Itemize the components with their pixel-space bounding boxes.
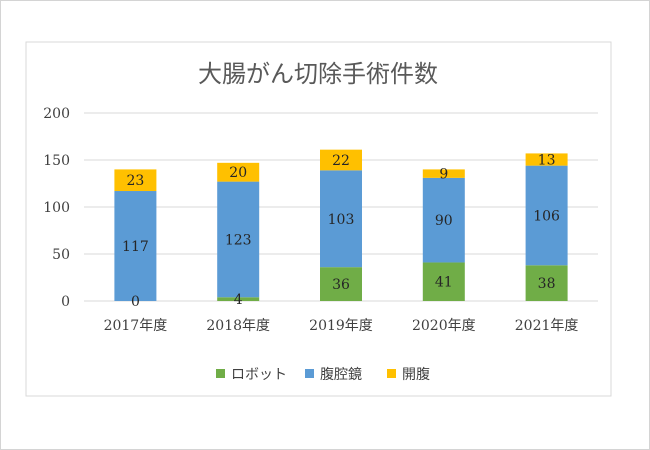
bar-segment [525, 153, 568, 166]
bar-segment [525, 265, 568, 301]
data-label: 4 [234, 292, 243, 308]
legend-label: ロボット [231, 367, 287, 383]
x-tick-label: 2017年度 [104, 318, 168, 334]
bar-segment [422, 169, 465, 178]
bar-segment [114, 169, 157, 192]
data-label: 117 [122, 239, 149, 255]
data-label: 36 [332, 277, 350, 293]
data-label: 0 [131, 294, 140, 310]
y-tick-label: 50 [52, 247, 70, 263]
data-label: 22 [332, 153, 350, 169]
data-label: 90 [435, 213, 453, 229]
x-axis-ticks: 2017年度 2018年度 2019年度 2020年度 2021年度 [104, 318, 579, 334]
data-label: 41 [435, 275, 453, 291]
data-label: 38 [538, 276, 556, 292]
bar-segment [320, 170, 362, 268]
bar-segment [422, 177, 465, 263]
bar-segment [422, 262, 465, 301]
y-tick-label: 150 [43, 153, 70, 169]
legend-label: 開腹 [402, 366, 430, 383]
chart-area [25, 41, 612, 397]
data-label: 13 [538, 153, 556, 169]
y-tick-label: 100 [43, 200, 70, 216]
data-label: 23 [126, 173, 144, 189]
data-label: 9 [439, 167, 448, 183]
legend-swatch [305, 369, 314, 378]
bar-segment [525, 165, 568, 266]
x-tick-label: 2019年度 [309, 318, 373, 334]
chart-title: 大腸がん切除手術件数 [198, 60, 438, 88]
bar-segment [217, 297, 260, 301]
y-axis-ticks: 0 50 100 150 200 [43, 106, 70, 310]
bar-segment [320, 267, 362, 301]
bar-segment [320, 149, 362, 171]
legend: ロボット 腹腔鏡 開腹 [216, 366, 430, 383]
x-tick-label: 2021年度 [515, 318, 579, 334]
y-tick-label: 0 [61, 294, 70, 310]
x-tick-label: 2018年度 [206, 318, 270, 334]
legend-swatch [216, 369, 225, 378]
data-label: 103 [328, 212, 355, 228]
bar-series [114, 149, 568, 301]
legend-swatch [387, 369, 396, 378]
bar-segment [217, 181, 260, 298]
data-label: 123 [225, 232, 252, 248]
bar-segment [114, 191, 157, 301]
data-label: 20 [229, 165, 247, 181]
y-tick-label: 200 [43, 106, 70, 122]
legend-label: 腹腔鏡 [320, 366, 362, 383]
x-tick-label: 2020年度 [412, 318, 476, 334]
data-label: 106 [533, 208, 560, 224]
bar-segment [217, 162, 260, 182]
